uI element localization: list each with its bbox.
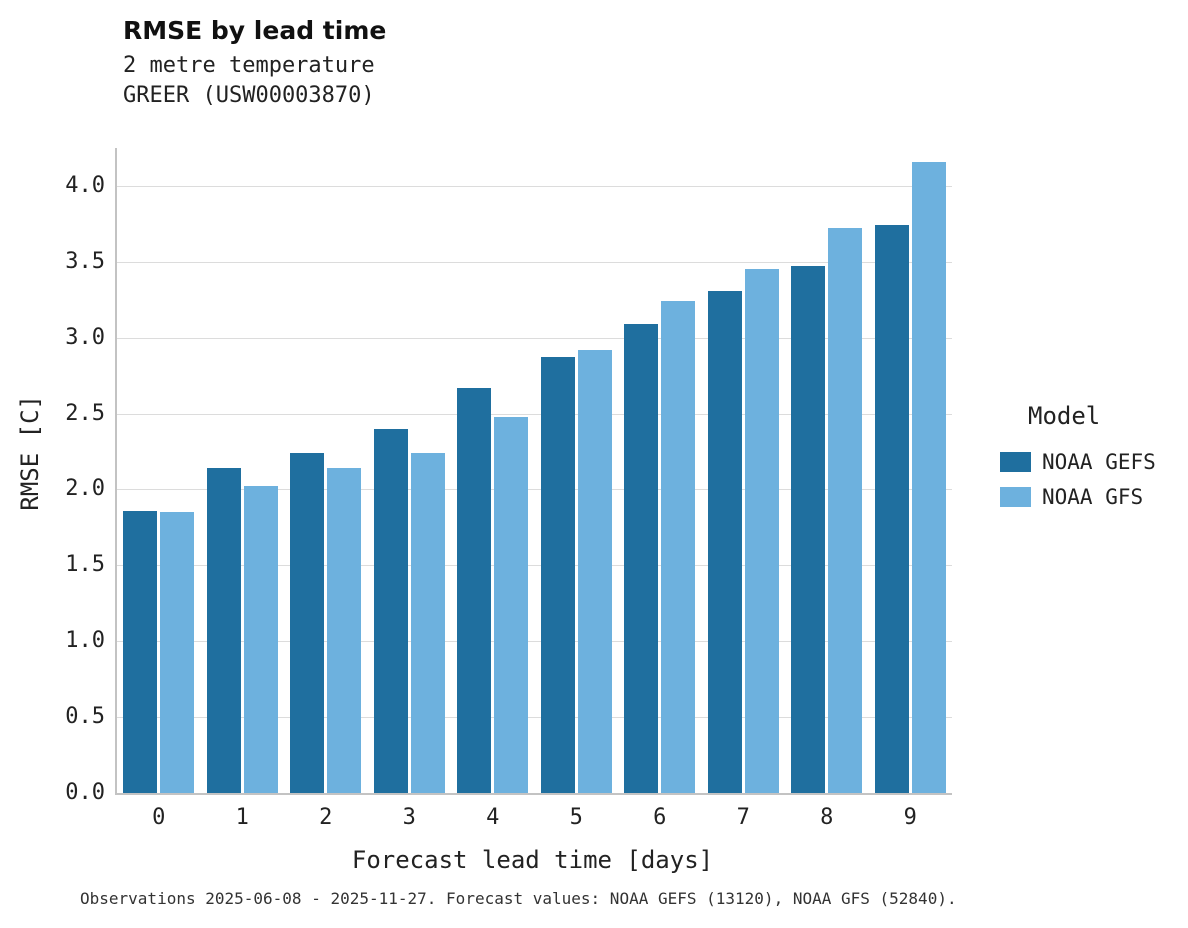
gridline-y-4.0 — [117, 185, 952, 187]
x-tick-label: 2 — [319, 805, 333, 830]
bar-noaa-gfs-day-4 — [494, 416, 529, 793]
chart-subtitle-variable: 2 metre temperature — [123, 53, 375, 78]
gridline-y-2.5 — [117, 413, 952, 415]
legend-title: Model — [1028, 402, 1101, 430]
gridline-y-0.5 — [117, 717, 952, 719]
bar-noaa-gefs-day-8 — [791, 266, 826, 793]
bar-noaa-gfs-day-1 — [243, 486, 278, 793]
bar-noaa-gefs-day-2 — [290, 453, 325, 793]
legend-entries: NOAA GEFS NOAA GFS — [1000, 444, 1185, 514]
y-tick-label: 2.0 — [65, 476, 105, 502]
x-axis-label: Forecast lead time [days] — [351, 846, 714, 874]
x-tick-label: 7 — [736, 805, 750, 830]
x-tick-label: 9 — [903, 805, 917, 830]
gridline-y-2.0 — [117, 489, 952, 491]
y-tick-label: 0.0 — [65, 780, 105, 805]
gridline-y-3.0 — [117, 337, 952, 339]
caption-text: Observations 2025-06-08 - 2025-11-27. Fo… — [80, 889, 957, 908]
bar-noaa-gfs-day-6 — [661, 301, 696, 793]
bar-noaa-gfs-day-8 — [828, 228, 863, 793]
legend-entry-noaa-gfs: NOAA GFS — [1000, 479, 1185, 514]
bar-noaa-gfs-day-5 — [577, 349, 612, 793]
y-tick-label: 1.5 — [65, 552, 105, 578]
gridline-y-3.5 — [117, 261, 952, 263]
y-tick-label: 1.0 — [65, 628, 105, 654]
legend-swatch-icon — [1000, 451, 1031, 472]
bar-noaa-gefs-day-0 — [123, 510, 158, 793]
bar-noaa-gefs-day-5 — [540, 357, 575, 793]
bar-noaa-gfs-day-0 — [160, 512, 195, 793]
bar-noaa-gfs-day-9 — [911, 161, 946, 793]
legend-entry-noaa-gefs: NOAA GEFS — [1000, 444, 1185, 479]
x-tick-label: 3 — [402, 805, 416, 830]
y-tick-label: 3.5 — [65, 248, 105, 274]
chart-subtitle-station: GREER (USW00003870) — [123, 83, 375, 108]
y-tick-label: 3.0 — [65, 324, 105, 350]
gridline-y-1.5 — [117, 565, 952, 567]
bar-noaa-gefs-day-3 — [373, 428, 408, 793]
bar-noaa-gefs-day-4 — [457, 387, 492, 793]
x-tick-label: 4 — [486, 805, 500, 830]
x-tick-label: 8 — [820, 805, 834, 830]
legend-label: NOAA GEFS — [1042, 449, 1156, 474]
chart-title: RMSE by lead time — [123, 16, 387, 45]
x-tick-label: 6 — [653, 805, 667, 830]
legend-swatch-icon — [1000, 486, 1031, 507]
y-tick-label: 0.5 — [65, 704, 105, 730]
legend: Model NOAA GEFS NOAA GFS — [1000, 402, 1185, 514]
bar-noaa-gefs-day-6 — [624, 324, 659, 793]
bar-noaa-gefs-day-1 — [206, 468, 241, 793]
bar-noaa-gfs-day-2 — [327, 468, 362, 793]
bar-noaa-gfs-day-7 — [744, 269, 779, 793]
y-tick-label: 4.0 — [65, 172, 105, 198]
gridline-y-1.0 — [117, 641, 952, 643]
x-tick-label: 5 — [569, 805, 583, 830]
bar-noaa-gfs-day-3 — [410, 453, 445, 793]
x-tick-label: 0 — [152, 805, 166, 830]
y-tick-label: 2.5 — [65, 400, 105, 426]
bar-noaa-gefs-day-9 — [874, 225, 909, 793]
legend-label: NOAA GFS — [1042, 484, 1144, 509]
bar-noaa-gefs-day-7 — [707, 290, 742, 793]
plot-area: 0.0 0.5 1.0 1.5 2.0 2.5 3.0 3.5 4.0 0 1 2 3 4 5 6 7 8 9 — [65, 148, 952, 830]
x-tick-label: 1 — [235, 805, 249, 830]
